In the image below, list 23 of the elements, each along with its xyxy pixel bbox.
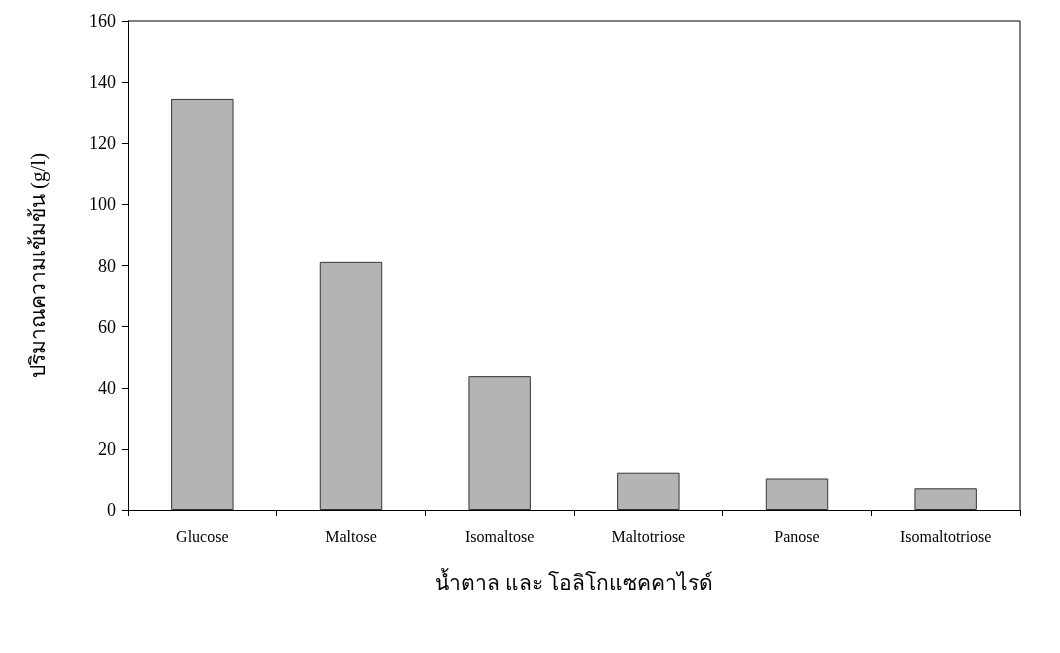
- y-tick-label: 0: [107, 500, 116, 520]
- y-tick-label: 100: [89, 194, 116, 215]
- bar: [617, 472, 680, 510]
- y-tick-label: 20: [98, 438, 116, 459]
- y-tick-label: 60: [98, 316, 116, 337]
- x-tick-label: Maltose: [325, 527, 377, 545]
- bar: [468, 376, 531, 510]
- y-axis-title: ปริมาณความเข้มข้น (g/l): [25, 152, 50, 379]
- y-tick-label: 140: [89, 72, 116, 93]
- y-tick-label: 80: [98, 255, 116, 276]
- x-tick-label: Panose: [774, 527, 820, 545]
- bar: [171, 98, 234, 510]
- x-tick-label: Glucose: [176, 527, 229, 545]
- y-tick-label: 160: [89, 11, 116, 31]
- bar: [765, 478, 829, 510]
- x-tick-label: Isomaltotriose: [899, 527, 992, 545]
- y-tick-label: 120: [89, 133, 116, 154]
- bar: [914, 488, 977, 510]
- bar: [319, 261, 383, 510]
- x-tick-label: Isomaltose: [465, 527, 535, 545]
- x-tick-label: Maltotriose: [611, 527, 686, 545]
- x-axis-title: น้ำตาล และ โอลิโกแซคคาไรด์: [434, 567, 714, 595]
- y-tick-label: 40: [98, 377, 116, 398]
